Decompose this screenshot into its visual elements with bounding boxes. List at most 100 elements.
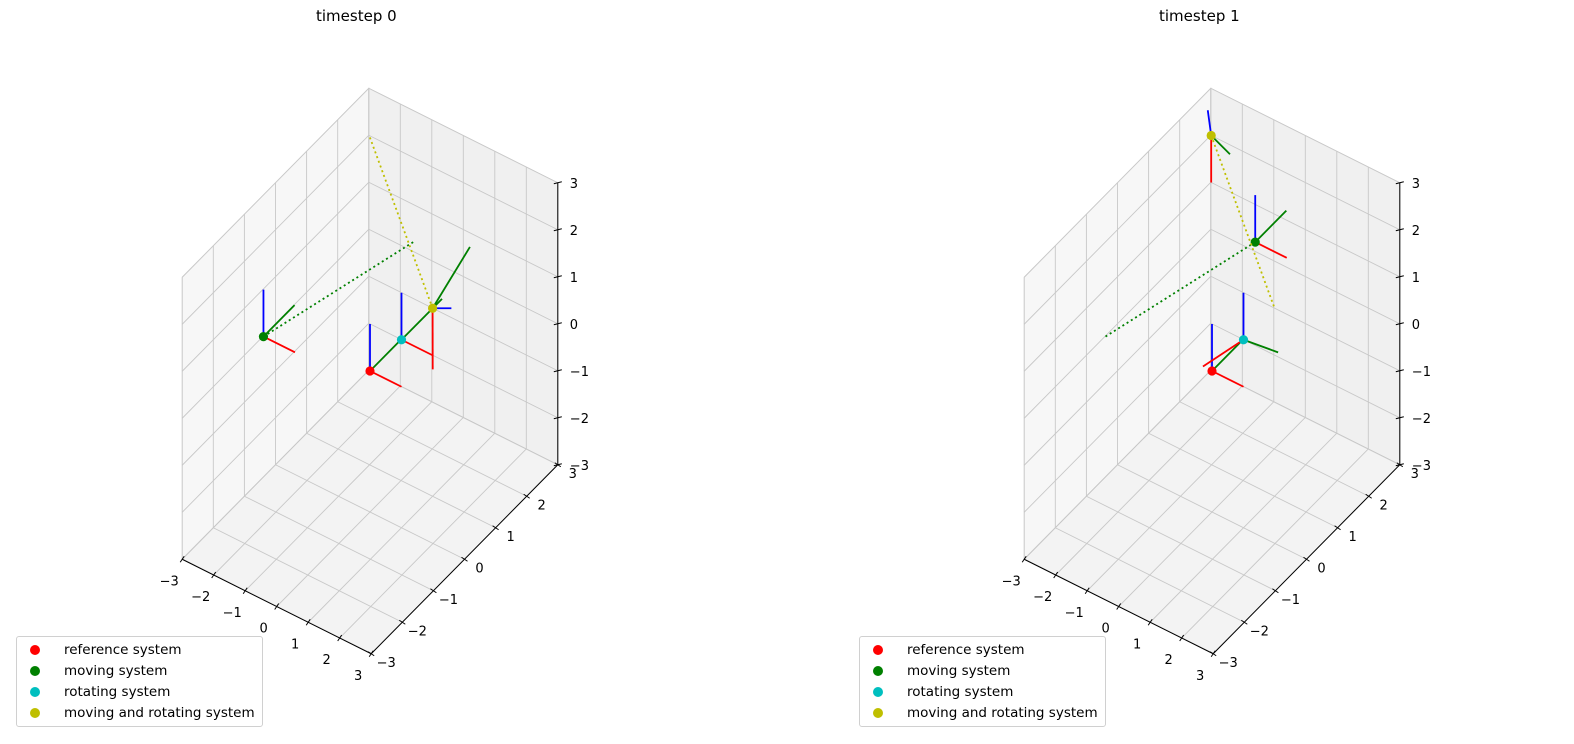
x-tick-label: 3 bbox=[1196, 669, 1204, 684]
frame-y-axis bbox=[431, 246, 471, 309]
y-tick bbox=[1241, 619, 1248, 625]
z-tick-label: −2 bbox=[570, 412, 589, 427]
legend-label: reference system bbox=[64, 642, 182, 659]
x-tick bbox=[242, 587, 248, 595]
y-tick-label: 1 bbox=[506, 530, 514, 545]
z-tick-label: −3 bbox=[1412, 459, 1431, 474]
x-tick-label: 0 bbox=[1102, 622, 1110, 637]
legend-marker-cyan bbox=[873, 686, 883, 697]
legend-marker-green bbox=[30, 666, 40, 677]
frame-x-axis bbox=[369, 370, 402, 388]
frame-x-axis bbox=[401, 338, 434, 357]
legend-marker-red bbox=[873, 645, 883, 656]
y-tick bbox=[1303, 556, 1310, 562]
z-tick bbox=[1395, 228, 1404, 232]
x-tick-label: 1 bbox=[291, 637, 299, 652]
frame-y-axis bbox=[369, 338, 402, 372]
legend-item-moving: moving system bbox=[869, 661, 1098, 682]
legend-marker-green bbox=[873, 666, 883, 677]
frame-y-axis bbox=[1211, 338, 1244, 372]
legend-item-moving-rotating: moving and rotating system bbox=[869, 702, 1098, 723]
x-tick-label: −3 bbox=[1002, 574, 1021, 589]
legend-label: moving and rotating system bbox=[64, 704, 255, 721]
y-tick-label: 0 bbox=[475, 561, 483, 576]
x-tick bbox=[274, 603, 280, 610]
legend: reference system moving system rotating … bbox=[859, 636, 1106, 728]
x-tick bbox=[1053, 571, 1059, 579]
x-tick bbox=[1084, 587, 1090, 595]
legend-label: rotating system bbox=[907, 683, 1014, 700]
grid-line-z bbox=[1023, 87, 1401, 278]
legend: reference system moving system rotating … bbox=[16, 636, 263, 728]
z-tick bbox=[553, 322, 562, 326]
x-tick bbox=[337, 634, 343, 642]
system-origin-marker bbox=[396, 335, 407, 345]
y-tick-label: 2 bbox=[538, 498, 546, 513]
z-tick-label: −1 bbox=[570, 365, 589, 380]
z-tick-label: 2 bbox=[570, 224, 578, 239]
frame-x-axis bbox=[1254, 241, 1288, 259]
legend-item-rotating: rotating system bbox=[869, 682, 1098, 703]
x-tick bbox=[179, 555, 185, 563]
frame-x-axis bbox=[263, 335, 296, 354]
y-tick bbox=[430, 588, 437, 594]
x-tick-label: 1 bbox=[1133, 637, 1141, 652]
x-tick-label: −2 bbox=[191, 590, 210, 605]
frame-y-axis bbox=[1254, 209, 1287, 243]
x-tick bbox=[305, 618, 311, 626]
legend-marker-olive bbox=[30, 707, 40, 718]
x-tick-label: −2 bbox=[1033, 590, 1052, 605]
legend-label: moving system bbox=[907, 663, 1011, 680]
z-tick bbox=[1395, 369, 1404, 373]
system-origin-marker bbox=[1238, 335, 1249, 345]
chart-panel-timestep-1: −3 −3 −3 −2 −2 −2 −1 −1 −1 0 0 0 1 1 1 2 2 2 3 3 3 timestep … bbox=[787, 0, 1574, 744]
grid-line-z bbox=[181, 87, 559, 278]
y-tick bbox=[523, 493, 530, 499]
legend-item-reference: reference system bbox=[869, 640, 1098, 661]
system-origin-marker bbox=[1250, 237, 1260, 247]
system-origin-marker bbox=[428, 303, 438, 313]
y-tick bbox=[1272, 588, 1279, 594]
z-tick-label: 1 bbox=[1412, 271, 1420, 286]
x-tick-label: 3 bbox=[354, 669, 362, 684]
y-tick-label: 0 bbox=[1317, 561, 1325, 576]
x-tick bbox=[368, 650, 374, 658]
z-tick bbox=[1395, 322, 1404, 326]
frame-y-axis bbox=[1243, 338, 1279, 354]
x-tick bbox=[1021, 555, 1027, 563]
legend-item-moving-rotating: moving and rotating system bbox=[26, 702, 255, 723]
z-tick bbox=[1395, 275, 1404, 279]
z-tick bbox=[553, 228, 562, 232]
legend-item-moving: moving system bbox=[26, 661, 255, 682]
z-tick-label: −3 bbox=[570, 459, 589, 474]
y-tick-label: 3 bbox=[1411, 467, 1419, 482]
legend-marker-red bbox=[30, 645, 40, 656]
y-tick-label: 1 bbox=[1348, 530, 1356, 545]
z-tick-label: −1 bbox=[1412, 365, 1431, 380]
x-tick bbox=[1210, 650, 1216, 658]
x-tick-label: −1 bbox=[223, 606, 242, 621]
legend-item-rotating: rotating system bbox=[26, 682, 255, 703]
3d-axes-timestep-1: −3 −3 −3 −2 −2 −2 −1 −1 −1 0 0 0 1 1 1 2 2 2 3 3 3 bbox=[1002, 87, 1431, 684]
z-tick-label: 2 bbox=[1412, 224, 1420, 239]
x-tick bbox=[1116, 603, 1122, 610]
system-origin-marker bbox=[1206, 130, 1216, 141]
legend-marker-olive bbox=[873, 707, 883, 718]
z-tick bbox=[1395, 416, 1404, 420]
y-tick-label: 2 bbox=[1380, 498, 1388, 513]
y-tick bbox=[1365, 493, 1372, 499]
y-tick bbox=[461, 556, 468, 562]
y-tick bbox=[399, 619, 406, 625]
x-tick bbox=[211, 571, 217, 579]
z-tick bbox=[1395, 181, 1404, 185]
trajectory-line bbox=[1210, 135, 1276, 309]
x-tick-label: −1 bbox=[1065, 606, 1084, 621]
z-tick-label: 3 bbox=[570, 177, 578, 192]
y-tick-label: −1 bbox=[1281, 593, 1300, 608]
x-tick bbox=[1147, 618, 1153, 626]
3d-axes-timestep-0: −3 −3 −3 −2 −2 −2 −1 −1 −1 0 0 0 1 1 1 2 2 2 3 3 3 bbox=[160, 87, 589, 684]
y-tick-label: −3 bbox=[1219, 656, 1238, 671]
system-origin-marker bbox=[258, 332, 269, 342]
legend-marker-cyan bbox=[30, 686, 40, 697]
system-origin-marker bbox=[365, 366, 375, 376]
